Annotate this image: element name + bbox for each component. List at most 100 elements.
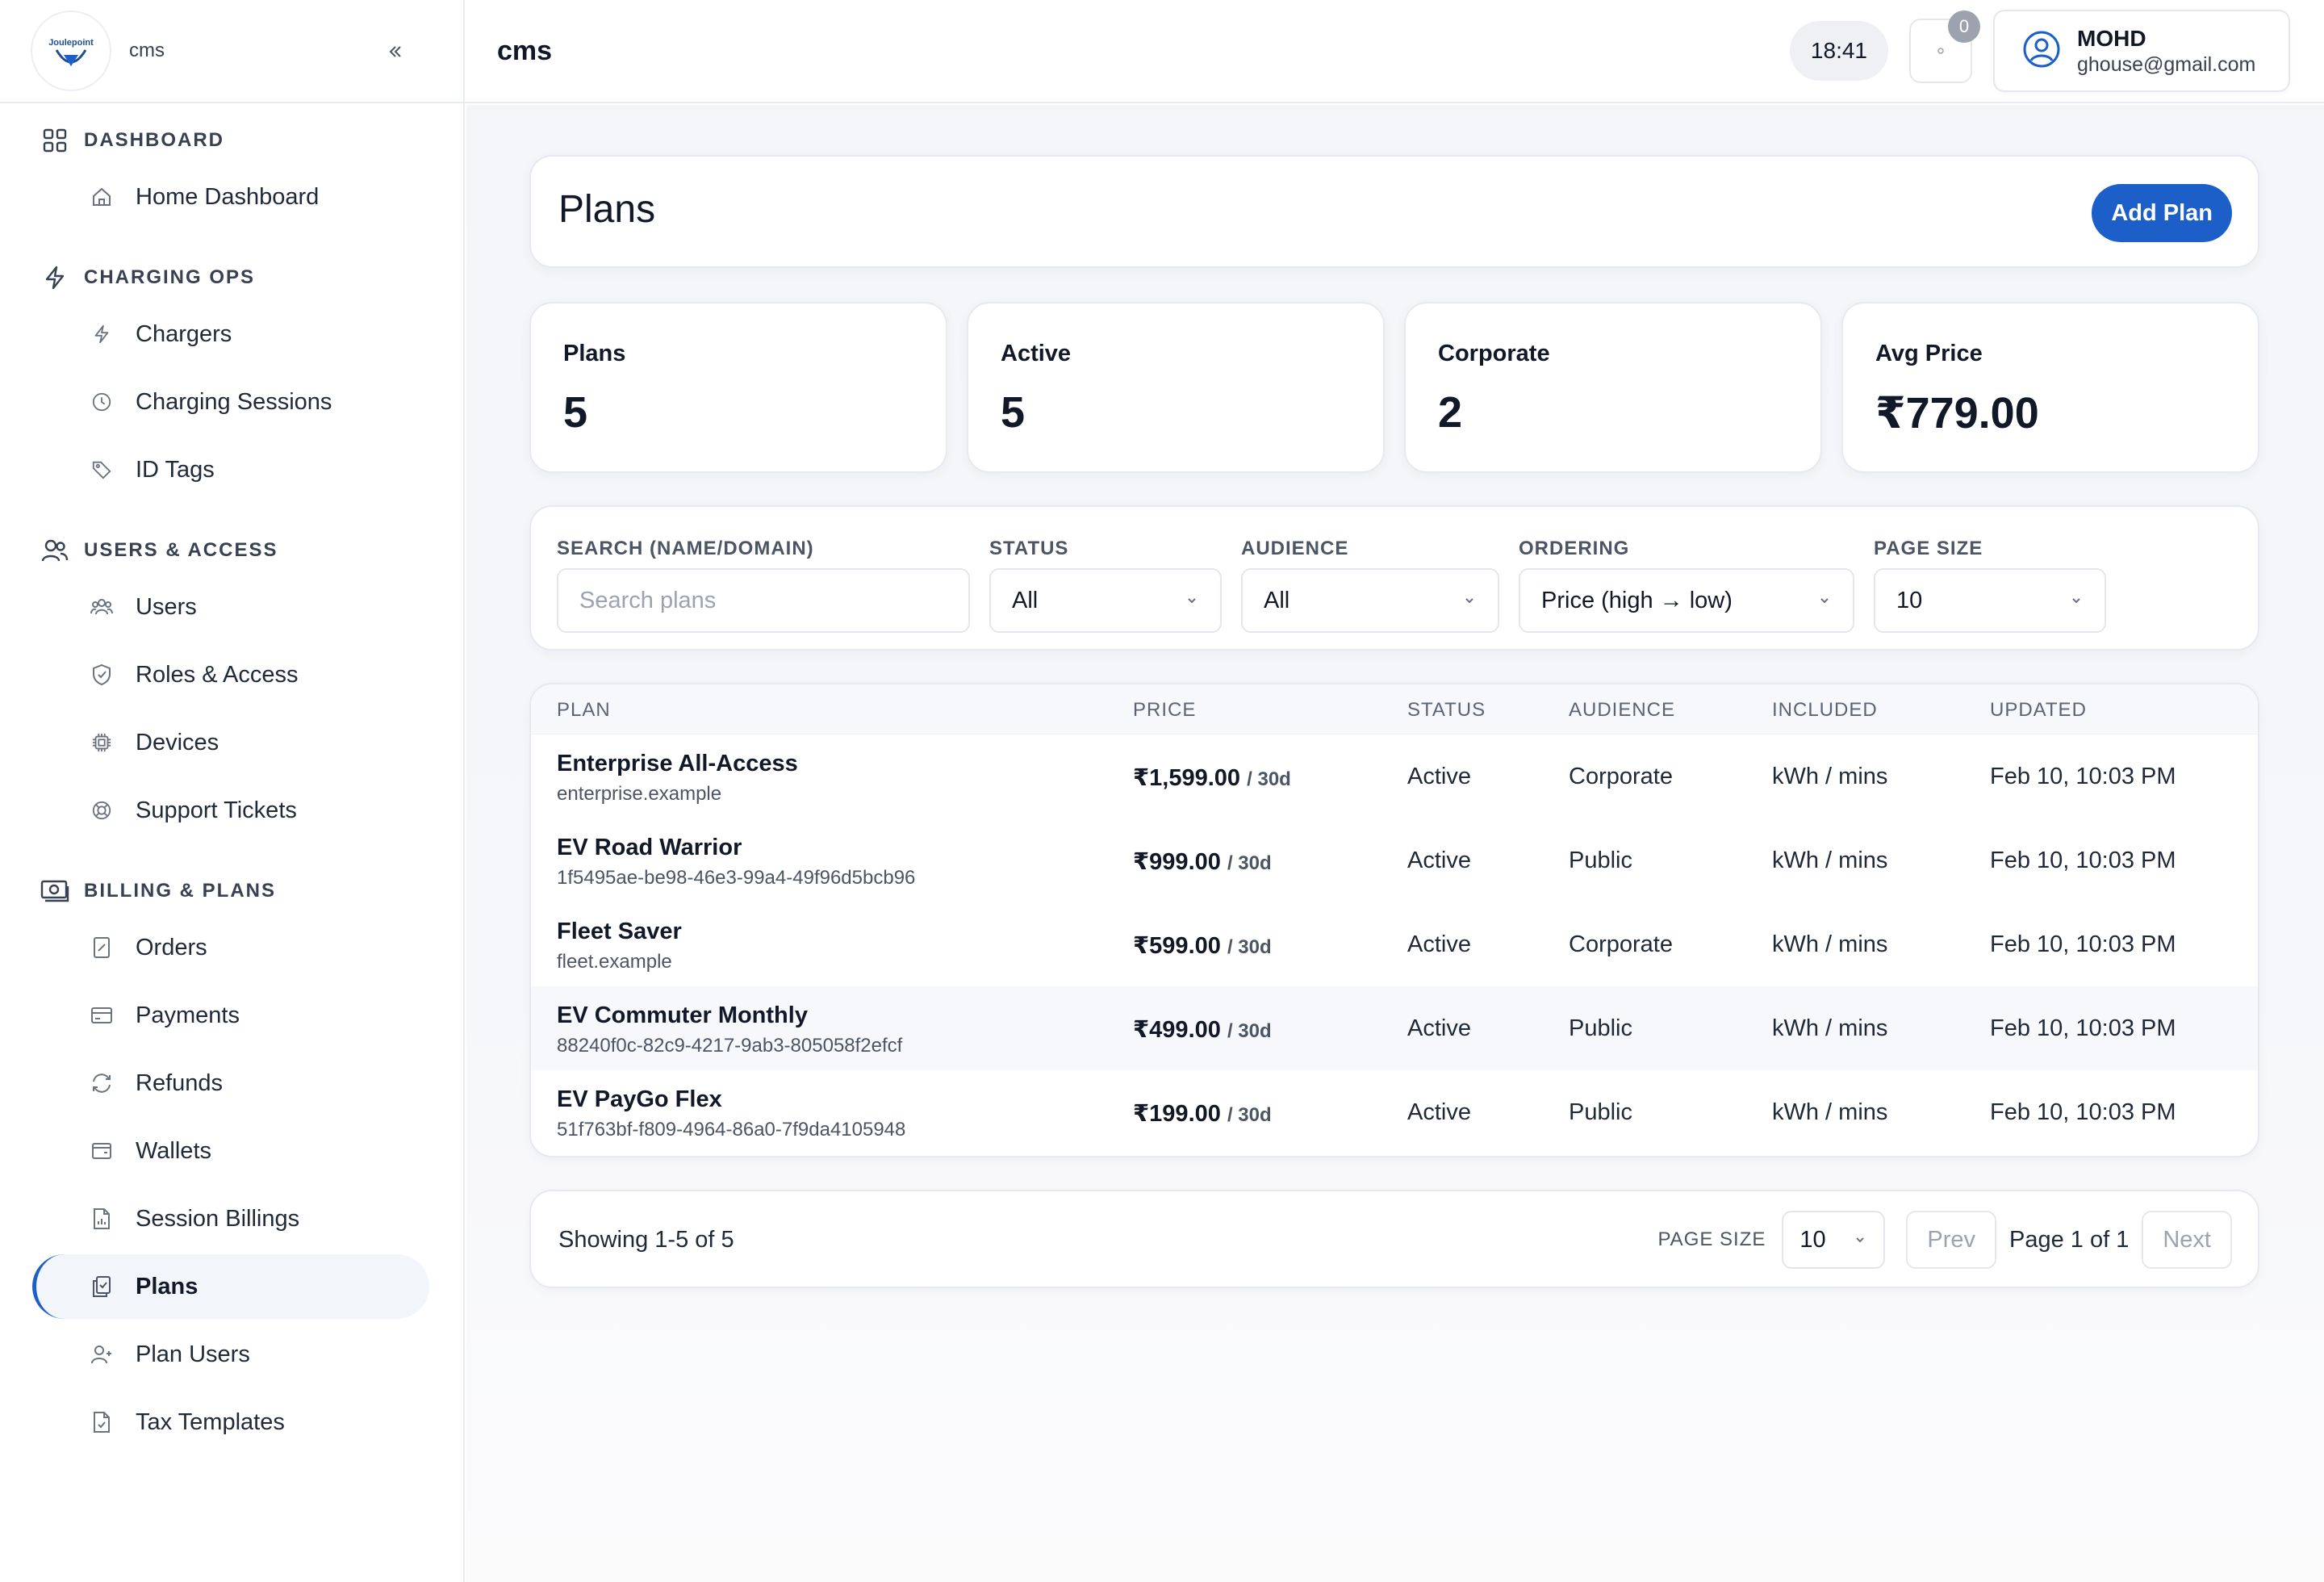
sidebar: Joulepoint cms DASHBOARD Home Dashboard … <box>0 0 465 1582</box>
plan-included: kWh / mins <box>1772 1015 1888 1041</box>
search-filter: SEARCH (NAME/DOMAIN) Search plans <box>557 538 970 633</box>
sidebar-item-refunds[interactable]: Refunds <box>32 1051 429 1115</box>
collapse-sidebar-icon[interactable] <box>381 37 410 66</box>
stat-label: Plans <box>563 341 626 366</box>
section-users-access: USERS & ACCESS <box>0 534 463 567</box>
sidebar-item-label: Wallets <box>136 1137 211 1164</box>
sidebar-item-wallets[interactable]: Wallets <box>32 1119 429 1183</box>
sidebar-item-charging-sessions[interactable]: Charging Sessions <box>32 370 429 434</box>
plan-included: kWh / mins <box>1772 931 1888 957</box>
sidebar-item-support-tickets[interactable]: Support Tickets <box>32 778 429 843</box>
sidebar-item-label: Refunds <box>136 1069 224 1096</box>
chip-icon <box>89 730 115 755</box>
plan-price: ₹999.00 / 30d <box>1133 848 1272 876</box>
section-label: BILLING & PLANS <box>84 880 276 902</box>
document-check-icon <box>89 1409 115 1435</box>
plan-updated: Feb 10, 10:03 PM <box>1990 931 2176 957</box>
clipboard-icon <box>89 1274 115 1300</box>
section-label: USERS & ACCESS <box>84 539 278 561</box>
sidebar-item-orders[interactable]: Orders <box>32 915 429 980</box>
stat-value: ₹779.00 <box>1875 389 2039 437</box>
column-header-plan[interactable]: PLAN <box>557 699 611 721</box>
plan-updated: Feb 10, 10:03 PM <box>1990 764 2176 789</box>
next-button[interactable]: Next <box>2142 1211 2232 1269</box>
price-value: ₹199.00 <box>1133 1101 1221 1127</box>
page-size-label: PAGE SIZE <box>1657 1228 1766 1250</box>
plan-price: ₹1,599.00 / 30d <box>1133 764 1291 792</box>
notifications-button[interactable]: 0 <box>1909 10 1980 83</box>
shield-check-icon <box>89 662 115 688</box>
ordering-select[interactable]: Price (high → low) <box>1519 568 1854 633</box>
ordering-select-value: Price (high → low) <box>1541 587 1733 613</box>
sidebar-item-roles-access[interactable]: Roles & Access <box>32 642 429 707</box>
plan-audience: Corporate <box>1569 764 1673 789</box>
sidebar-item-label: Charging Sessions <box>136 388 332 415</box>
page-heading: cms <box>497 35 553 66</box>
bell-icon <box>1937 48 1944 54</box>
stat-value: 5 <box>563 388 588 437</box>
column-header-status[interactable]: STATUS <box>1407 699 1486 721</box>
brand-logo: Joulepoint <box>31 10 111 91</box>
status-select-value: All <box>1012 587 1039 613</box>
status-select[interactable]: All <box>989 568 1222 633</box>
plan-status: Active <box>1407 764 1471 789</box>
page-size-select[interactable]: 10 <box>1874 568 2106 633</box>
stat-label: Active <box>1001 341 1072 366</box>
plan-domain: fleet.example <box>557 951 672 973</box>
sidebar-item-home-dashboard[interactable]: Home Dashboard <box>32 165 429 229</box>
plan-name: EV Commuter Monthly <box>557 1002 808 1028</box>
stat-label: Avg Price <box>1875 341 1983 366</box>
plan-domain: 88240f0c-82c9-4217-9ab3-805058f2efcf <box>557 1035 903 1057</box>
main-content: Plans Add Plan Plans 5 Active 5 Corporat… <box>466 105 2324 1582</box>
search-input[interactable]: Search plans <box>557 568 970 633</box>
sidebar-item-label: Plan Users <box>136 1341 250 1367</box>
users-icon <box>40 536 69 565</box>
stat-value: 5 <box>1001 388 1026 437</box>
sidebar-item-plans[interactable]: Plans <box>32 1254 429 1319</box>
status-label: STATUS <box>989 538 1069 559</box>
section-label: CHARGING OPS <box>84 266 256 288</box>
section-charging-ops: CHARGING OPS <box>0 262 463 294</box>
audience-select[interactable]: All <box>1241 568 1499 633</box>
sidebar-item-payments[interactable]: Payments <box>32 983 429 1048</box>
sidebar-item-users[interactable]: Users <box>32 575 429 639</box>
sidebar-item-label: Home Dashboard <box>136 183 320 210</box>
sidebar-item-tax-templates[interactable]: Tax Templates <box>32 1390 429 1454</box>
audience-label: AUDIENCE <box>1241 538 1349 559</box>
sidebar-item-session-billings[interactable]: Session Billings <box>32 1186 429 1251</box>
table-row[interactable]: EV Road Warrior 1f5495ae-be98-46e3-99a4-… <box>531 818 2258 902</box>
plan-name: Fleet Saver <box>557 919 682 944</box>
table-row[interactable]: EV PayGo Flex 51f763bf-f809-4964-86a0-7f… <box>531 1070 2258 1154</box>
plan-price: ₹199.00 / 30d <box>1133 1099 1272 1128</box>
grid-icon <box>40 126 69 155</box>
price-value: ₹599.00 <box>1133 933 1221 959</box>
plan-status: Active <box>1407 931 1471 957</box>
add-plan-button[interactable]: Add Plan <box>2092 184 2232 242</box>
user-menu[interactable]: MOHD ghouse@gmail.com <box>1993 10 2290 92</box>
stat-value: 2 <box>1438 388 1463 437</box>
prev-button[interactable]: Prev <box>1906 1211 1997 1269</box>
plan-audience: Public <box>1569 848 1632 873</box>
home-icon <box>89 184 115 210</box>
page-size-value: 10 <box>1799 1226 1826 1253</box>
column-header-price[interactable]: PRICE <box>1133 699 1197 721</box>
sidebar-item-label: Devices <box>136 729 219 755</box>
sidebar-item-id-tags[interactable]: ID Tags <box>32 437 429 502</box>
plan-included: kWh / mins <box>1772 848 1888 873</box>
column-header-included[interactable]: INCLUDED <box>1772 699 1878 721</box>
table-row[interactable]: Fleet Saver fleet.example ₹599.00 / 30d … <box>531 902 2258 986</box>
page-info: Page 1 of 1 <box>2009 1226 2130 1253</box>
table-row[interactable]: Enterprise All-Access enterprise.example… <box>531 734 2258 818</box>
price-value: ₹1,599.00 <box>1133 765 1241 791</box>
sidebar-item-label: Session Billings <box>136 1205 300 1232</box>
sidebar-item-devices[interactable]: Devices <box>32 710 429 775</box>
lifebuoy-icon <box>89 797 115 823</box>
plan-name: EV Road Warrior <box>557 835 742 860</box>
sidebar-item-chargers[interactable]: Chargers <box>32 302 429 366</box>
column-header-audience[interactable]: AUDIENCE <box>1569 699 1676 721</box>
pagination-page-size-select[interactable]: 10 <box>1782 1211 1886 1269</box>
sidebar-item-label: Roles & Access <box>136 661 299 688</box>
table-row[interactable]: EV Commuter Monthly 88240f0c-82c9-4217-9… <box>531 986 2258 1070</box>
sidebar-item-plan-users[interactable]: Plan Users <box>32 1322 429 1387</box>
column-header-updated[interactable]: UPDATED <box>1990 699 2087 721</box>
